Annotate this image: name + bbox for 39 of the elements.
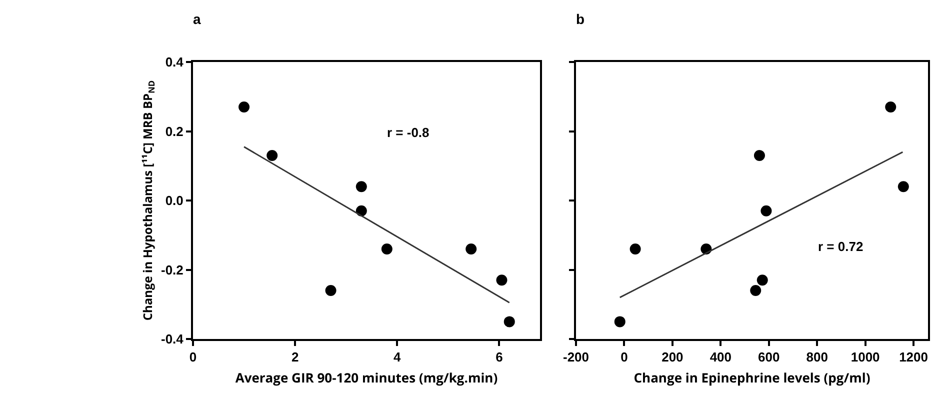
point <box>381 243 392 254</box>
annotation: r = 0.72 <box>818 239 864 254</box>
y-tick-label: 0.4 <box>165 54 184 70</box>
x-tick-label: 6 <box>496 350 503 365</box>
x-axis-title: Change in Epinephrine levels (pg/ml) <box>634 368 870 387</box>
point <box>466 243 477 254</box>
point <box>496 274 508 286</box>
point <box>504 316 515 328</box>
point <box>750 285 762 296</box>
x-axis-title: Average GIR 90-120 minutes (mg/kg.min) <box>235 368 498 387</box>
point <box>356 181 367 192</box>
point <box>754 150 765 161</box>
point <box>885 102 896 113</box>
point <box>238 102 250 113</box>
point <box>325 285 336 296</box>
chart-title: b <box>576 10 585 27</box>
annotation: r = -0.8 <box>387 125 430 140</box>
point <box>756 274 768 286</box>
x-tick-label: 4 <box>394 350 402 365</box>
x-tick-label: 200 <box>662 350 684 365</box>
point <box>898 181 909 192</box>
chart-title: a <box>193 10 201 27</box>
point <box>630 243 641 254</box>
x-tick-label: 800 <box>806 350 828 365</box>
y-tick-label: 0.2 <box>165 124 184 139</box>
x-tick-label: 1000 <box>850 350 880 365</box>
x-tick-label: 600 <box>758 350 780 365</box>
point <box>266 150 278 161</box>
x-tick-label: 0 <box>620 350 628 365</box>
y-tick-label: 0.0 <box>165 193 184 208</box>
x-tick-label: 0 <box>189 350 197 365</box>
x-tick-label: 400 <box>710 350 732 365</box>
x-tick-label: 1200 <box>899 350 928 365</box>
y-tick-label: -0.4 <box>160 332 184 347</box>
point <box>614 316 626 328</box>
x-tick-label: 2 <box>291 350 299 365</box>
x-tick-label: -200 <box>562 350 590 365</box>
point <box>760 205 772 216</box>
y-tick-label: -0.2 <box>160 262 184 278</box>
